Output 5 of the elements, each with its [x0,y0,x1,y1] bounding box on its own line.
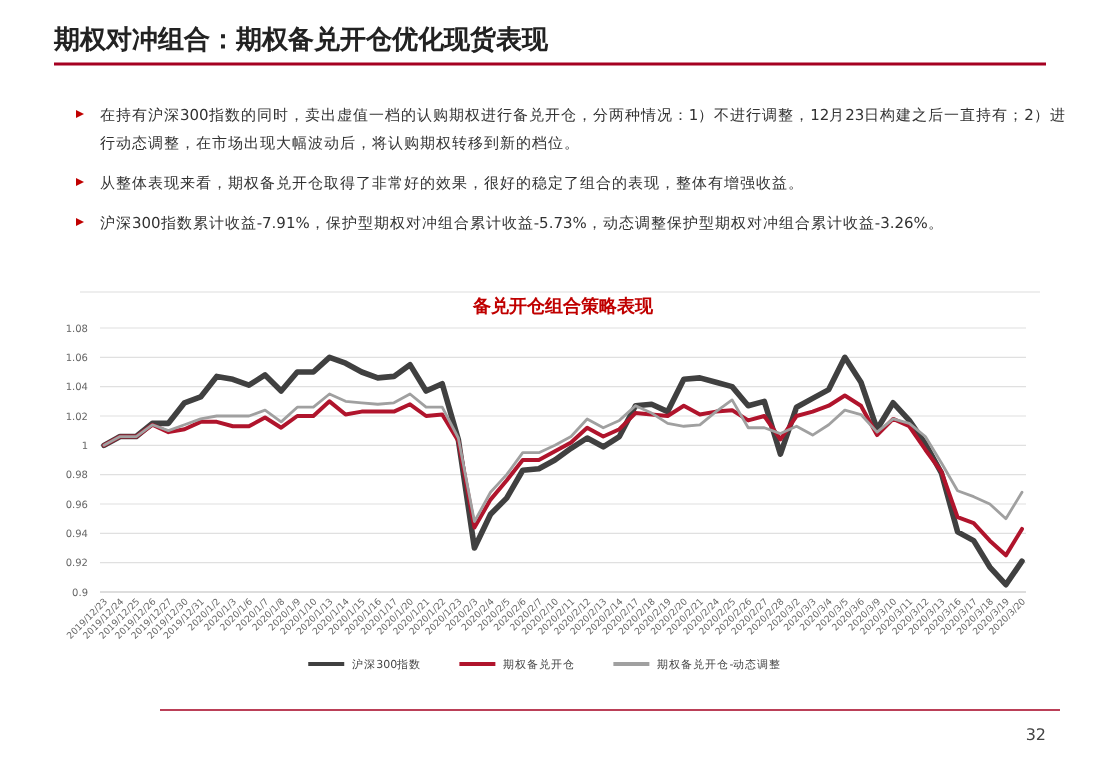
chart-subtitle: 备兑开仓组合策略表现 [471,296,655,318]
chart-title: 期权对冲组合：期权备兑开仓优化现货表现 [52,24,550,56]
text: 32 [1025,726,1046,744]
line-series [102,392,1024,523]
line-series [102,393,1024,558]
